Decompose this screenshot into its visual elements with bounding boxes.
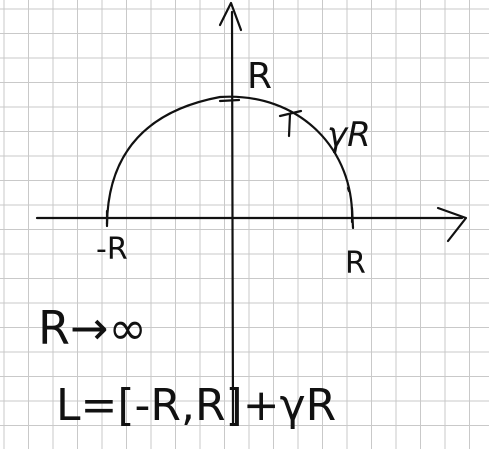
- imaginary-axis: [230, 10, 235, 427]
- label-limit: R→∞: [38, 301, 147, 355]
- arc-dot-marker: [346, 186, 351, 193]
- semicircle-arc-gamma-r: [105, 95, 354, 226]
- label-plus-r: R: [345, 246, 366, 281]
- tick-plus-r: [350, 206, 355, 230]
- real-axis-arrowhead: [436, 206, 468, 243]
- label-minus-r: -R: [96, 232, 128, 267]
- arc-top-mark: [218, 98, 241, 103]
- label-gamma-r: γR: [327, 115, 371, 155]
- label-contour: L=[-R,R]+γR: [56, 380, 336, 431]
- label-top-r: R: [247, 56, 272, 97]
- imaginary-axis-arrowhead: [218, 1, 243, 32]
- tangent-marker: [278, 109, 303, 138]
